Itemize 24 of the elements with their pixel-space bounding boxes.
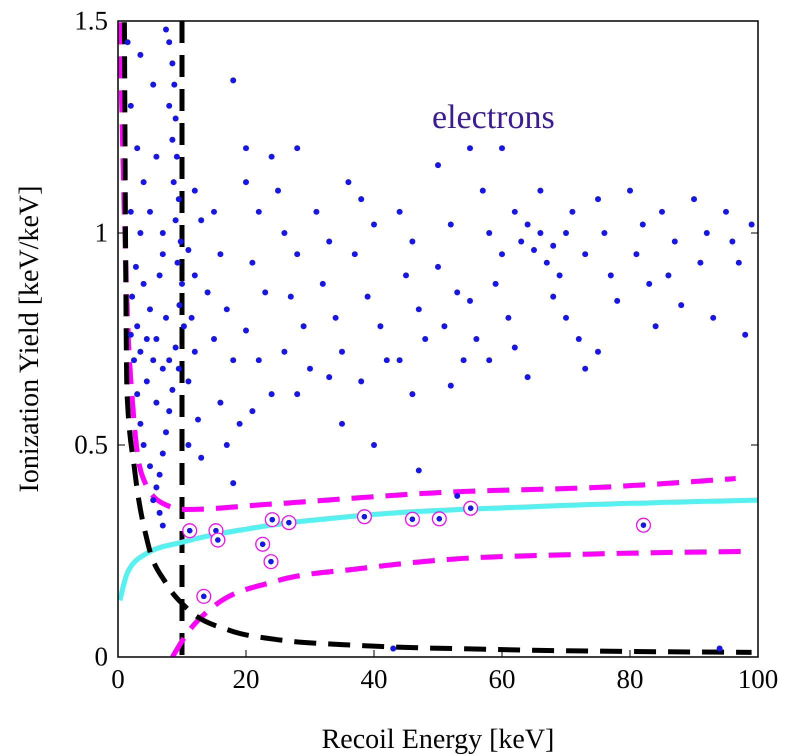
point [196,588,212,604]
x-axis-title: Recoil Energy [keV] [322,724,554,755]
point [356,509,372,524]
point [182,523,198,538]
y-axis-title: Ionization Yield [keV/keV] [14,186,45,492]
point [281,515,296,530]
x-tick-label: 20 [232,664,260,694]
y-tick-label: 1 [94,218,108,248]
annotation: electrons [432,99,555,136]
y-tick-label: 1.5 [74,6,108,36]
y-tick-label: 0.5 [74,430,108,460]
x-tick-label: 80 [616,664,644,694]
point [636,518,651,533]
x-tick-label: 40 [360,664,388,694]
point [255,536,270,552]
x-tick-label: 100 [738,664,778,694]
y-tick-label: 0 [94,642,108,672]
x-tick-label: 60 [488,664,516,694]
point [264,512,280,528]
point [404,512,420,527]
point [210,532,226,548]
point [463,500,478,516]
point [432,511,447,526]
point [263,554,278,570]
